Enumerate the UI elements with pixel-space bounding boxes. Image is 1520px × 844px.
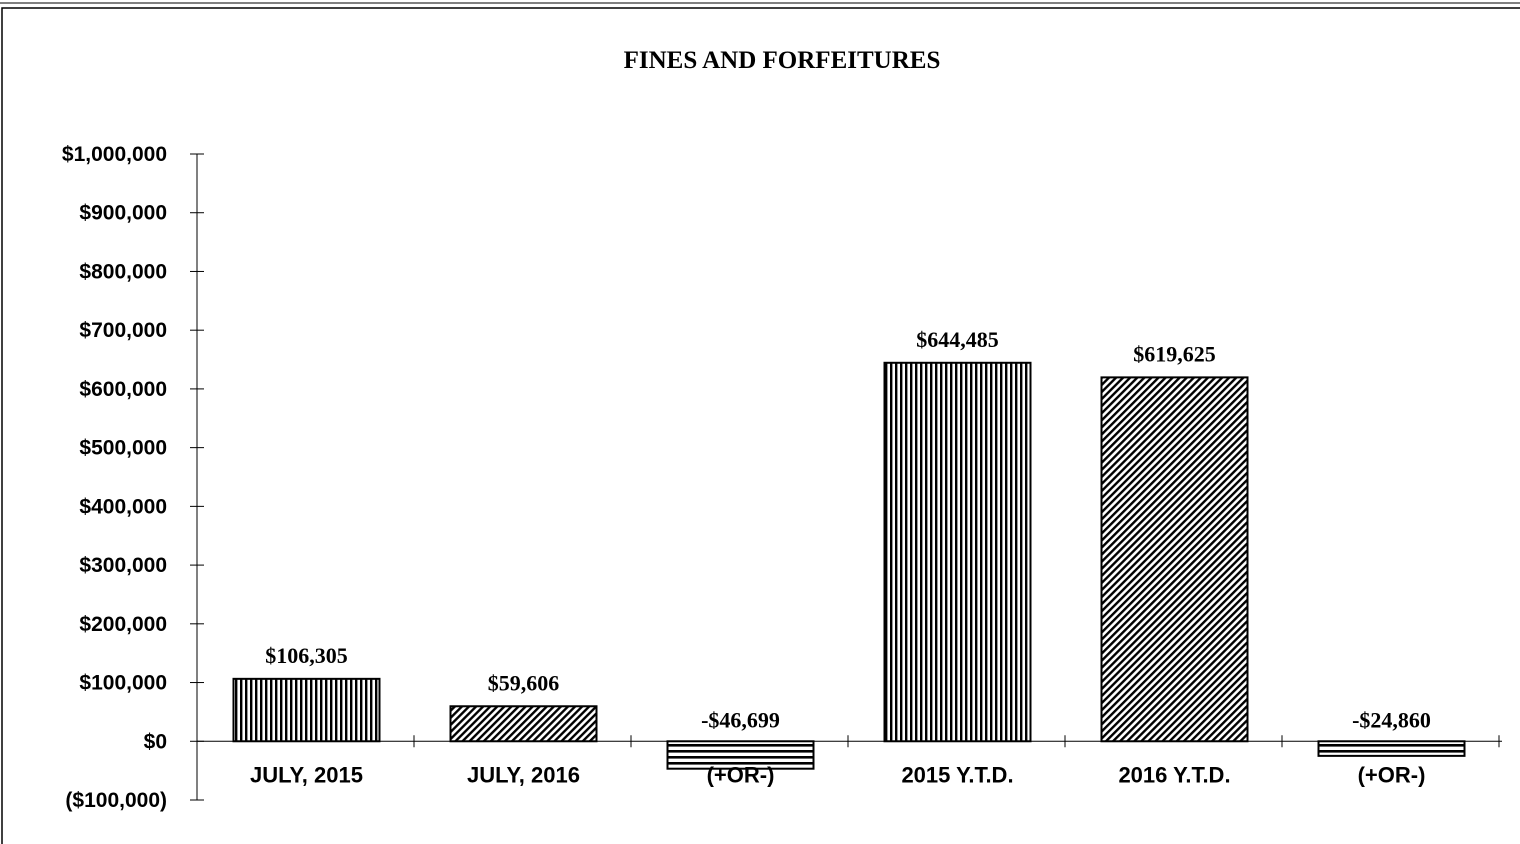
data-label-2: $59,606 [488, 670, 560, 695]
y-tick-label: $900,000 [79, 202, 167, 225]
category-labels: JULY, 2015 JULY, 2016 (+OR-) 2015 Y.T.D. 201… [250, 762, 1425, 787]
chart-title: FINES AND FORFEITURES [624, 47, 941, 74]
y-tick-label: $100,000 [79, 672, 167, 695]
category-label-4: 2015 Y.T.D. [901, 762, 1013, 787]
y-tick-label: $500,000 [79, 437, 167, 460]
category-label-6: (+OR-) [1358, 762, 1426, 787]
y-tick-label: $300,000 [79, 554, 167, 577]
category-label-2: JULY, 2016 [467, 762, 580, 787]
y-tick-label: $700,000 [79, 319, 167, 342]
y-tick-label: $400,000 [79, 495, 167, 518]
data-label-5: $619,625 [1133, 341, 1216, 366]
category-label-3: (+OR-) [707, 762, 775, 787]
bar-2 [449, 705, 598, 743]
bar-6 [1317, 740, 1466, 757]
data-label-4: $644,485 [916, 327, 999, 352]
data-label-6: -$24,860 [1352, 707, 1431, 732]
category-label-5: 2016 Y.T.D. [1118, 762, 1230, 787]
bar-1 [232, 677, 381, 743]
bar-5 [1100, 376, 1249, 743]
y-tick-label: $800,000 [79, 260, 167, 283]
y-tick-label: $1,000,000 [62, 143, 167, 166]
data-label-1: $106,305 [265, 643, 348, 668]
bars [232, 361, 1466, 770]
category-label-1: JULY, 2015 [250, 762, 363, 787]
bar-4 [883, 361, 1032, 743]
x-axis [197, 735, 1502, 748]
data-label-3: -$46,699 [701, 707, 780, 732]
data-labels: $106,305 $59,606 -$46,699 $644,485 $619,625 -… [265, 327, 1431, 732]
y-tick-label: $200,000 [79, 613, 167, 636]
chart-frame [1, 7, 1520, 844]
y-tick-label: $0 [144, 730, 167, 753]
y-tick-label: $600,000 [79, 378, 167, 401]
bar-3 [666, 740, 815, 770]
y-tick-label: ($100,000) [65, 789, 167, 812]
y-axis: ($100,000) $0 $100,000 $200,000 $300,000 $400… [62, 143, 204, 812]
